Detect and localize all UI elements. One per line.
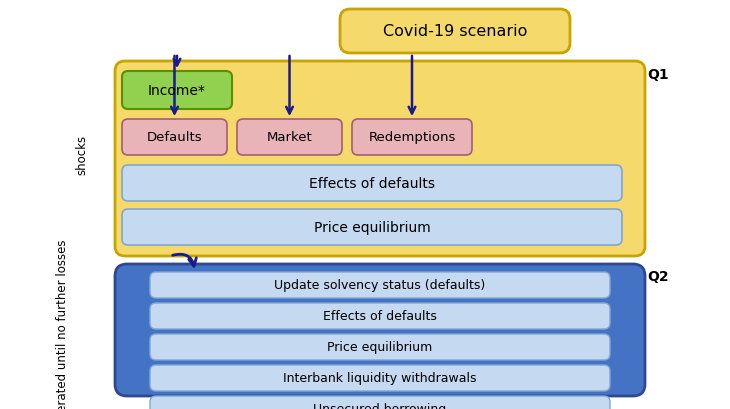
- Text: Price equilibrium: Price equilibrium: [327, 341, 433, 354]
- Text: Price equilibrium: Price equilibrium: [314, 220, 431, 234]
- Text: Interbank liquidity withdrawals: Interbank liquidity withdrawals: [283, 372, 477, 384]
- Text: Market: Market: [266, 131, 312, 144]
- FancyBboxPatch shape: [150, 334, 610, 360]
- FancyBboxPatch shape: [150, 396, 610, 409]
- Text: Update solvency status (defaults): Update solvency status (defaults): [274, 279, 485, 292]
- Text: Unsecured borrowing: Unsecured borrowing: [313, 402, 447, 409]
- FancyBboxPatch shape: [122, 166, 622, 202]
- FancyBboxPatch shape: [237, 120, 342, 155]
- FancyBboxPatch shape: [115, 62, 645, 256]
- FancyBboxPatch shape: [150, 303, 610, 329]
- FancyBboxPatch shape: [115, 264, 645, 396]
- Text: Income*: Income*: [148, 84, 206, 98]
- Text: shocks: shocks: [75, 135, 88, 175]
- Text: Effects of defaults: Effects of defaults: [323, 310, 437, 323]
- FancyBboxPatch shape: [122, 120, 227, 155]
- FancyBboxPatch shape: [340, 10, 570, 54]
- Text: Defaults: Defaults: [147, 131, 202, 144]
- Text: Redemptions: Redemptions: [369, 131, 456, 144]
- FancyBboxPatch shape: [122, 209, 622, 245]
- FancyBboxPatch shape: [150, 365, 610, 391]
- FancyBboxPatch shape: [150, 272, 610, 298]
- Text: Covid-19 scenario: Covid-19 scenario: [383, 25, 527, 39]
- Text: Q2: Q2: [647, 270, 669, 283]
- FancyBboxPatch shape: [352, 120, 472, 155]
- Text: Effects of defaults: Effects of defaults: [309, 177, 435, 191]
- Text: Q1: Q1: [647, 68, 669, 82]
- FancyBboxPatch shape: [122, 72, 232, 110]
- Text: Iterated until no further losses: Iterated until no further losses: [55, 239, 69, 409]
